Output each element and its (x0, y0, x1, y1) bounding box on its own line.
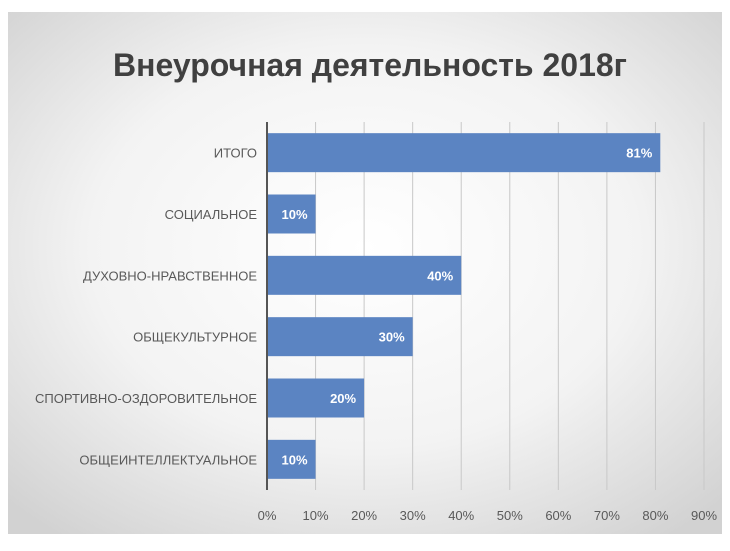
chart-title: Внеурочная деятельность 2018г (113, 47, 627, 83)
bar-data-label: 20% (330, 391, 356, 406)
x-tick-label: 50% (497, 508, 523, 523)
x-tick-label: 90% (691, 508, 717, 523)
bar-data-label: 10% (282, 207, 308, 222)
x-tick-label: 70% (594, 508, 620, 523)
x-axis-tick-labels: 0% 10% 20% 30% 40% 50% 60% 70% 80% 90% (258, 508, 718, 523)
bars (267, 133, 661, 479)
category-label: ОБЩЕКУЛЬТУРНОЕ (133, 330, 257, 345)
x-tick-label: 60% (545, 508, 571, 523)
category-label: ИТОГО (214, 146, 257, 161)
category-label: ДУХОВНО-НРАВСТВЕННОЕ (83, 268, 257, 283)
x-tick-label: 10% (303, 508, 329, 523)
bar-data-label: 40% (427, 268, 453, 283)
category-label: СПОРТИВНО-ОЗДОРОВИТЕЛЬНОЕ (35, 391, 257, 406)
x-tick-label: 40% (448, 508, 474, 523)
bar (267, 378, 365, 418)
data-labels: 81% 10% 40% 30% 20% 10% (282, 146, 653, 468)
bar-data-label: 30% (379, 330, 405, 345)
bar-data-label: 81% (626, 146, 652, 161)
bar (267, 194, 316, 234)
bar (267, 133, 661, 173)
gridlines (315, 122, 705, 490)
category-label: СОЦИАЛЬНОЕ (165, 207, 258, 222)
bar (267, 317, 413, 357)
category-labels: ИТОГО СОЦИАЛЬНОЕ ДУХОВНО-НРАВСТВЕННОЕ ОБЩЕК… (35, 146, 257, 468)
x-tick-label: 30% (400, 508, 426, 523)
bar (267, 255, 462, 295)
bar (267, 439, 316, 479)
x-tick-label: 20% (351, 508, 377, 523)
category-label: ОБЩЕИНТЕЛЛЕКТУАЛЬНОЕ (79, 452, 257, 467)
x-tick-label: 80% (642, 508, 668, 523)
bar-data-label: 10% (282, 452, 308, 467)
x-tick-label: 0% (258, 508, 277, 523)
